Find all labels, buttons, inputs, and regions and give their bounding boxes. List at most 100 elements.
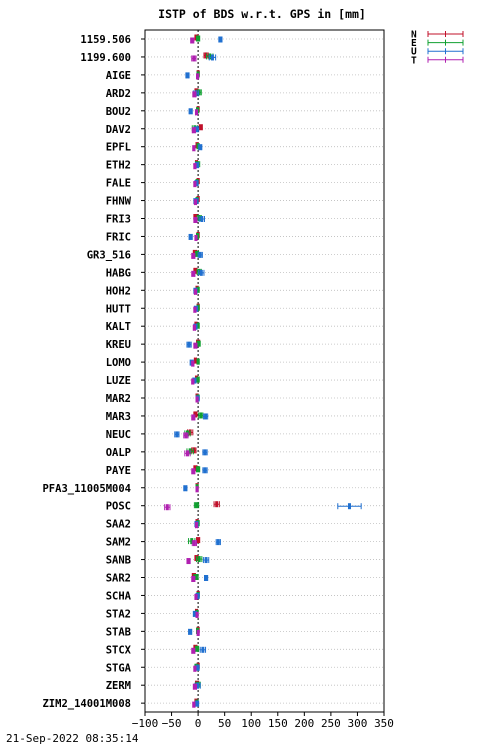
station-label: AIGE xyxy=(106,70,131,82)
errorbar-n xyxy=(203,52,209,59)
data-point xyxy=(204,557,208,564)
data-point xyxy=(196,232,200,239)
data-point xyxy=(199,269,203,276)
data-point xyxy=(193,163,197,170)
data-point xyxy=(196,304,200,311)
data-point xyxy=(193,267,197,274)
errorbar-t xyxy=(193,342,198,349)
data-point xyxy=(208,53,212,60)
data-point xyxy=(203,449,207,456)
data-point xyxy=(187,558,191,565)
errorbar-e xyxy=(196,556,203,563)
errorbar-t xyxy=(191,378,195,385)
data-point xyxy=(193,411,197,418)
errorbar-t xyxy=(191,360,195,367)
station-label: STA2 xyxy=(106,608,131,620)
errorbar-e xyxy=(196,35,201,42)
errorbar-u xyxy=(188,108,193,115)
station-label: SANB xyxy=(106,555,131,567)
errorbar-t xyxy=(195,611,199,618)
station-label: STCX xyxy=(106,644,132,656)
data-point xyxy=(198,144,202,151)
chart-title: ISTP of BDS w.r.t. GPS in [mm] xyxy=(158,7,366,21)
data-point xyxy=(196,286,200,293)
errorbar-u xyxy=(198,269,205,276)
data-point xyxy=(175,431,179,438)
errorbar-e xyxy=(196,89,202,96)
data-point xyxy=(191,270,195,277)
errorbar-t xyxy=(191,647,196,654)
x-tick-label: 0 xyxy=(195,717,202,730)
data-point xyxy=(218,36,222,43)
errorbar-t xyxy=(191,540,198,547)
station-label: HUTT xyxy=(106,303,131,315)
data-point xyxy=(191,360,195,367)
errorbar-t xyxy=(190,37,195,44)
data-point xyxy=(189,108,193,115)
data-point xyxy=(195,250,199,257)
legend-label: T xyxy=(411,55,417,66)
errorbar-t xyxy=(192,683,198,690)
errorbar-u xyxy=(197,251,203,258)
data-point xyxy=(203,467,207,474)
data-point xyxy=(191,576,195,582)
legend-label: N xyxy=(411,30,417,41)
data-point xyxy=(194,574,198,580)
data-point xyxy=(192,127,196,134)
errorbar-t xyxy=(196,629,200,636)
x-tick-label: 150 xyxy=(268,717,288,730)
errorbar-t xyxy=(196,73,200,80)
data-point xyxy=(197,268,201,275)
station-label: FRIC xyxy=(106,231,131,243)
data-point xyxy=(198,251,202,258)
station-label: STGA xyxy=(106,662,132,674)
station-label: ZIM2_14001M008 xyxy=(42,698,131,710)
data-point xyxy=(195,180,199,187)
data-point xyxy=(192,701,196,708)
data-point xyxy=(165,504,169,511)
data-point xyxy=(183,485,187,492)
data-point xyxy=(196,592,200,599)
station-label: MAR3 xyxy=(106,411,131,423)
data-point xyxy=(192,377,196,384)
station-label: PAYE xyxy=(106,465,131,477)
data-point xyxy=(189,233,193,240)
legend-label: E xyxy=(411,38,417,49)
data-point xyxy=(196,358,200,365)
errorbar-u xyxy=(337,503,362,510)
errorbar-t xyxy=(184,450,191,457)
data-point xyxy=(195,162,199,169)
data-point xyxy=(193,665,197,672)
station-label: KREU xyxy=(106,339,131,351)
data-point xyxy=(216,539,220,546)
station-label: 1159.506 xyxy=(80,34,131,46)
errorbar-n xyxy=(193,357,198,364)
errorbar-t xyxy=(193,163,197,170)
station-label: ZERM xyxy=(106,680,131,692)
errorbar-u xyxy=(188,628,193,635)
errorbar-u xyxy=(194,700,200,707)
timestamp: 21-Sep-2022 08:35:14 xyxy=(6,732,139,745)
station-label: 1199.600 xyxy=(80,52,131,64)
errorbar-e xyxy=(196,358,200,365)
data-point xyxy=(194,593,198,600)
station-label: NEUC xyxy=(106,429,131,441)
data-point xyxy=(184,432,188,439)
data-point xyxy=(196,376,200,383)
errorbar-e xyxy=(194,645,200,652)
data-point xyxy=(193,357,197,364)
data-point xyxy=(192,91,196,98)
data-point xyxy=(195,700,199,707)
x-tick-label: −50 xyxy=(162,717,182,730)
data-point xyxy=(188,628,192,635)
data-point xyxy=(204,52,208,59)
data-point xyxy=(191,468,195,475)
station-label: KALT xyxy=(106,321,131,333)
station-label: SAA2 xyxy=(106,519,131,531)
data-point xyxy=(195,375,199,382)
errorbar-u xyxy=(218,36,223,43)
station-label: POSC xyxy=(106,501,131,513)
data-point xyxy=(185,72,189,79)
station-label: SCHA xyxy=(106,590,132,602)
